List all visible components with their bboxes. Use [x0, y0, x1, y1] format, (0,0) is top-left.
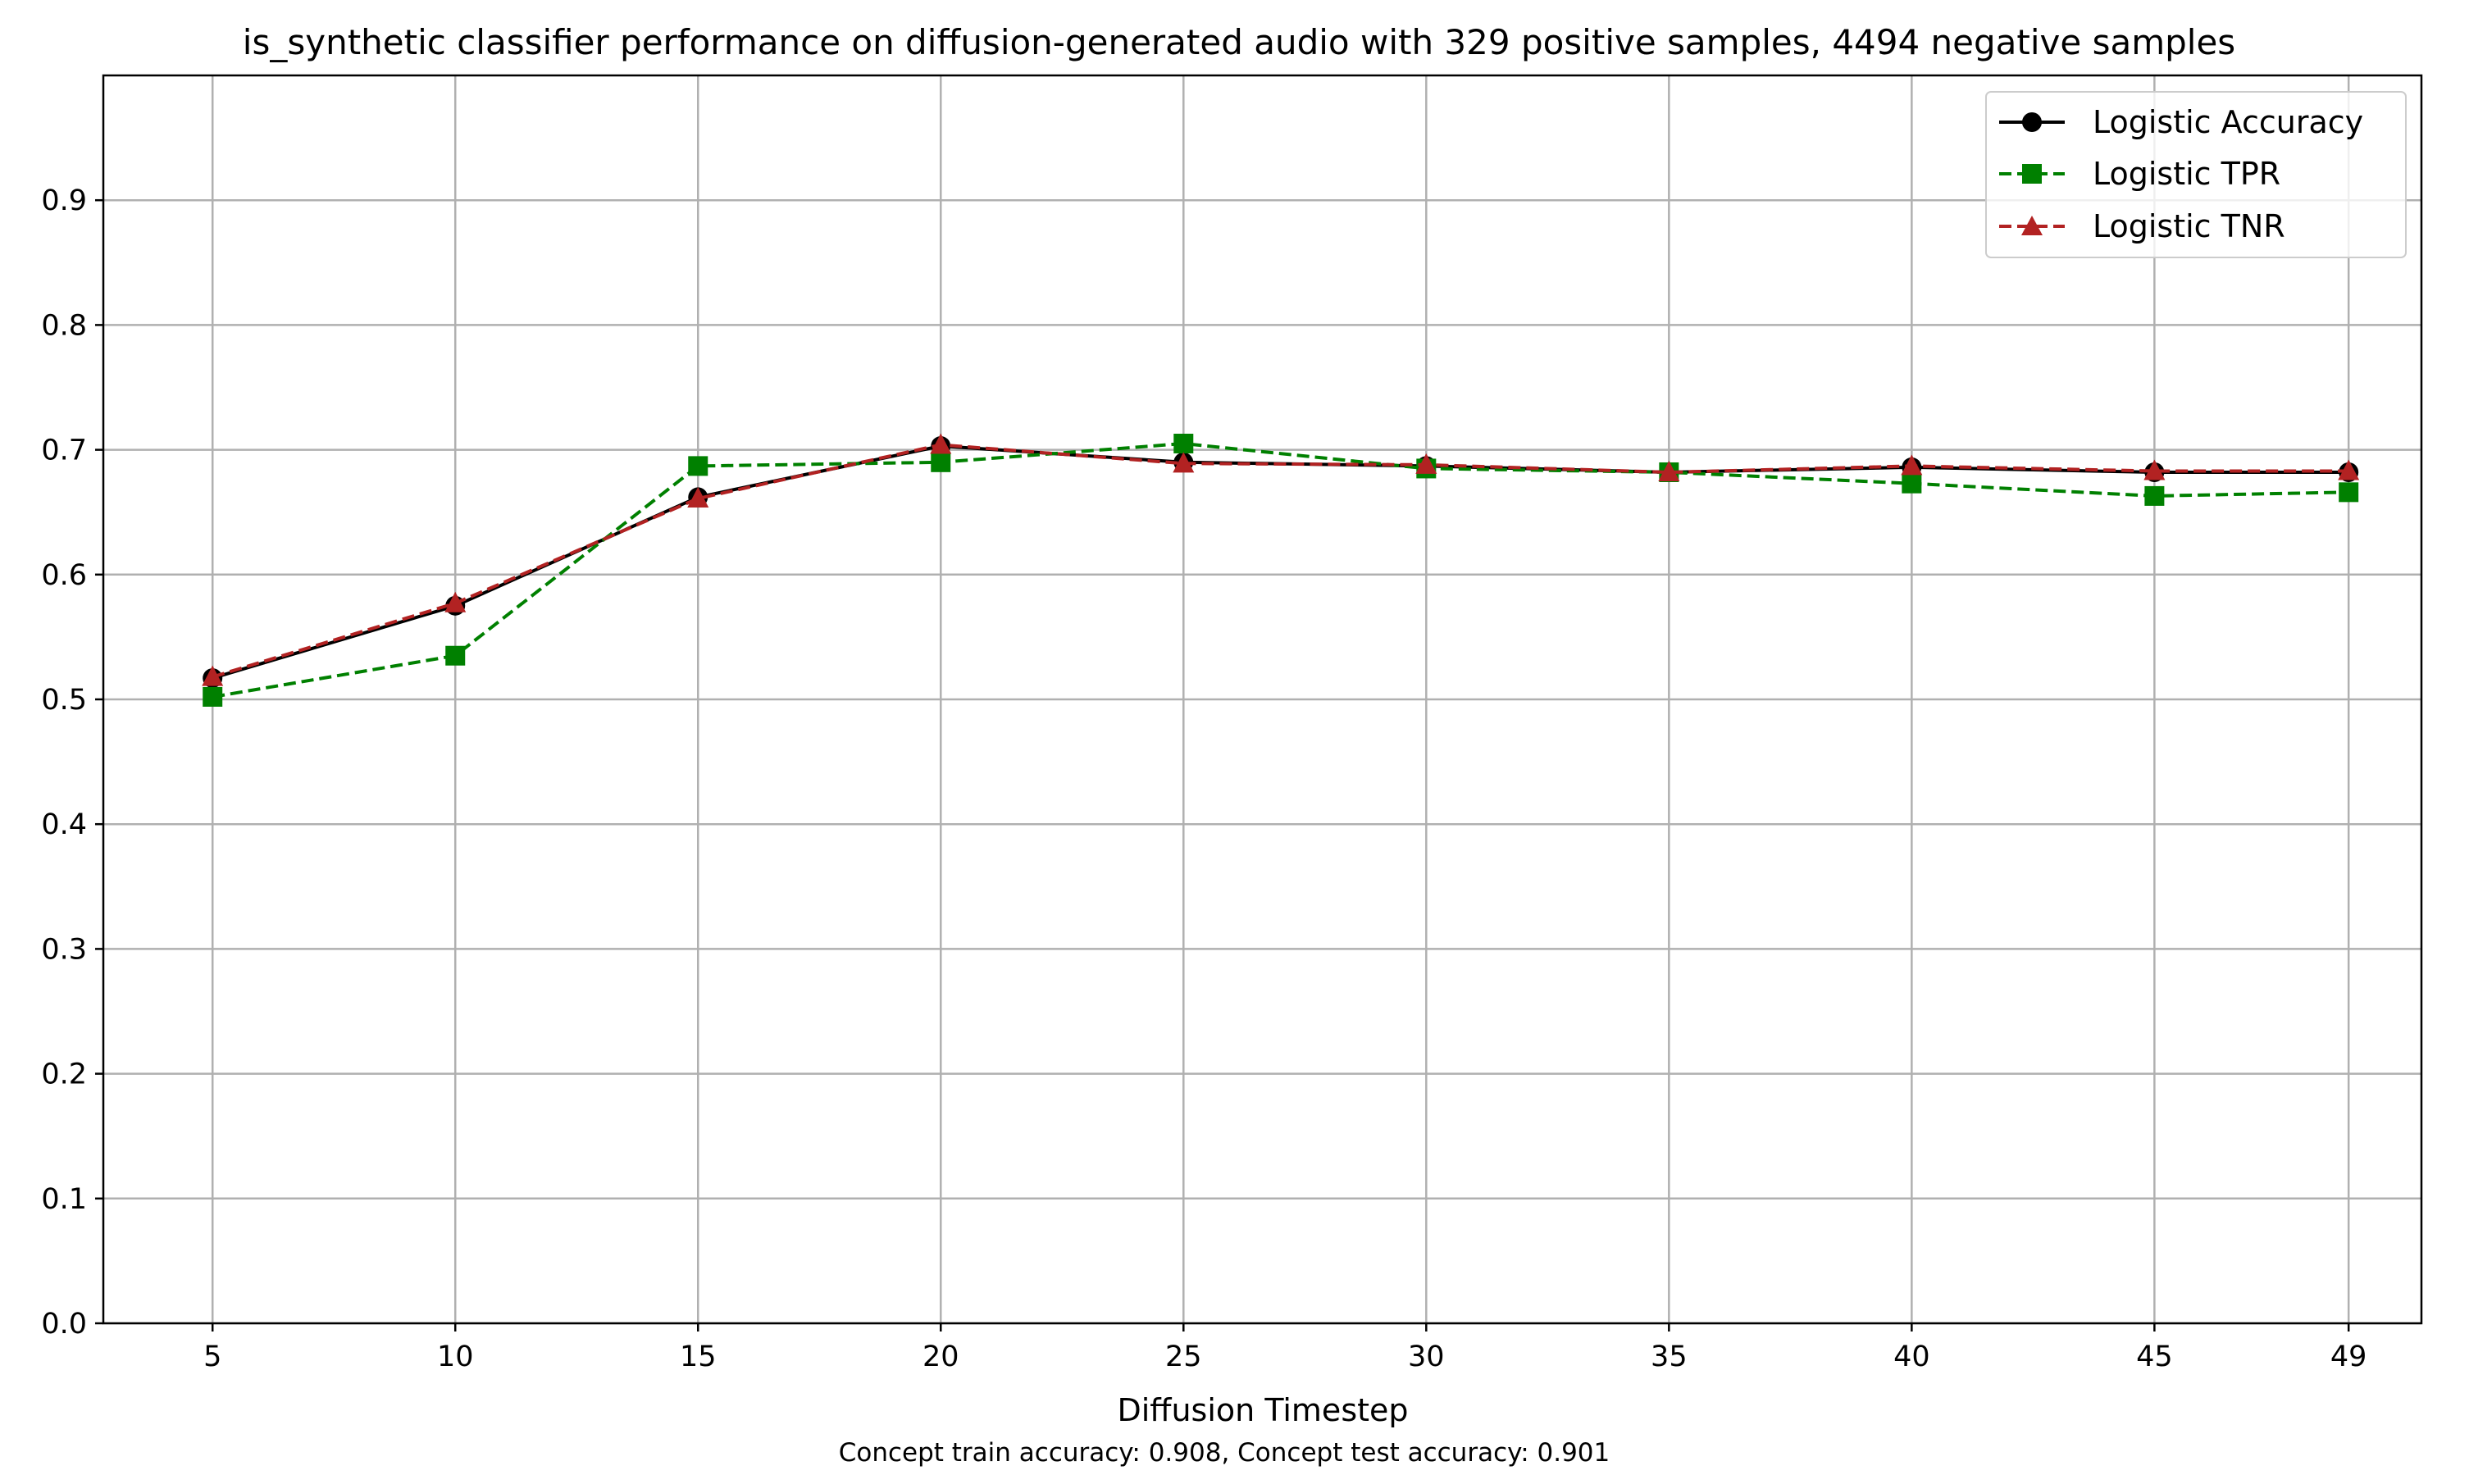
- x-tick-label: 40: [1893, 1341, 1930, 1373]
- series-tnr: [202, 433, 2360, 686]
- y-tick-label: 0.3: [41, 933, 87, 966]
- data-point-tnr: [444, 591, 467, 612]
- series-line-tpr: [212, 442, 2349, 699]
- x-tick-label: 49: [2330, 1341, 2367, 1373]
- data-point-tnr: [2338, 459, 2360, 480]
- legend-item-tnr: Logistic TNR: [1999, 208, 2285, 244]
- y-tick-label: 0.1: [41, 1183, 87, 1216]
- legend-box: [1985, 91, 2407, 258]
- legend-item-tpr: Logistic TPR: [1999, 156, 2280, 192]
- data-point-tnr: [1901, 454, 1923, 476]
- y-tick-label: 0.2: [41, 1058, 87, 1091]
- data-point-tpr: [203, 686, 223, 707]
- y-axis: 0.0 0.1 0.2 0.3 0.4 0.5 0.6 0.7 0.8 0.9: [41, 184, 103, 1341]
- data-point-tpr: [1173, 433, 1194, 453]
- x-tick-label: 20: [922, 1341, 959, 1373]
- x-tick-label: 35: [1651, 1341, 1688, 1373]
- y-tick-label: 0.5: [41, 684, 87, 717]
- data-point-tnr: [1173, 452, 1195, 473]
- data-point-tnr: [2143, 459, 2166, 480]
- x-tick-label: 15: [680, 1341, 717, 1373]
- data-point-tnr: [202, 665, 224, 686]
- series-layer: [202, 433, 2360, 707]
- data-point-tnr: [1658, 460, 1680, 481]
- x-axis: 5 10 15 20 25 30 35 40 45 49: [203, 1323, 2367, 1373]
- data-point-tnr: [930, 433, 952, 454]
- data-point-tpr: [445, 645, 466, 666]
- series-line-tnr: [212, 443, 2349, 679]
- x-axis-label: Diffusion Timestep: [1117, 1392, 1408, 1428]
- y-tick-label: 0.8: [41, 309, 87, 342]
- x-tick-label: 5: [203, 1341, 221, 1373]
- data-point-tpr: [931, 452, 951, 472]
- chart-title: is_synthetic classifier performance on d…: [243, 22, 2235, 62]
- data-point-tnr: [1415, 453, 1437, 474]
- data-point-tpr: [2339, 482, 2359, 503]
- legend-marker-accuracy: [2022, 112, 2042, 132]
- y-tick-label: 0.4: [41, 808, 87, 841]
- legend-label-accuracy: Logistic Accuracy: [2093, 104, 2363, 140]
- legend-label-tnr: Logistic TNR: [2093, 208, 2285, 244]
- data-point-tpr: [1902, 473, 1922, 494]
- legend-item-accuracy: Logistic Accuracy: [1999, 104, 2363, 140]
- y-tick-label: 0.7: [41, 435, 87, 467]
- y-tick-label: 0.9: [41, 184, 87, 217]
- x-tick-label: 25: [1165, 1341, 1202, 1373]
- x-tick-label: 30: [1408, 1341, 1445, 1373]
- data-point-tpr: [688, 456, 708, 476]
- data-point-tpr: [2144, 485, 2165, 506]
- x-tick-label: 10: [437, 1341, 474, 1373]
- y-tick-label: 0.0: [41, 1308, 87, 1341]
- chart-footnote: Concept train accuracy: 0.908, Concept t…: [839, 1438, 1610, 1468]
- legend-marker-tpr: [2022, 164, 2042, 184]
- data-point-tnr: [687, 486, 709, 508]
- y-tick-label: 0.6: [41, 559, 87, 592]
- legend-label-tpr: Logistic TPR: [2093, 156, 2280, 192]
- legend: Logistic Accuracy Logistic TPR Logistic …: [1985, 91, 2407, 258]
- x-tick-label: 45: [2136, 1341, 2173, 1373]
- legend-marker-tnr: [2021, 216, 2043, 235]
